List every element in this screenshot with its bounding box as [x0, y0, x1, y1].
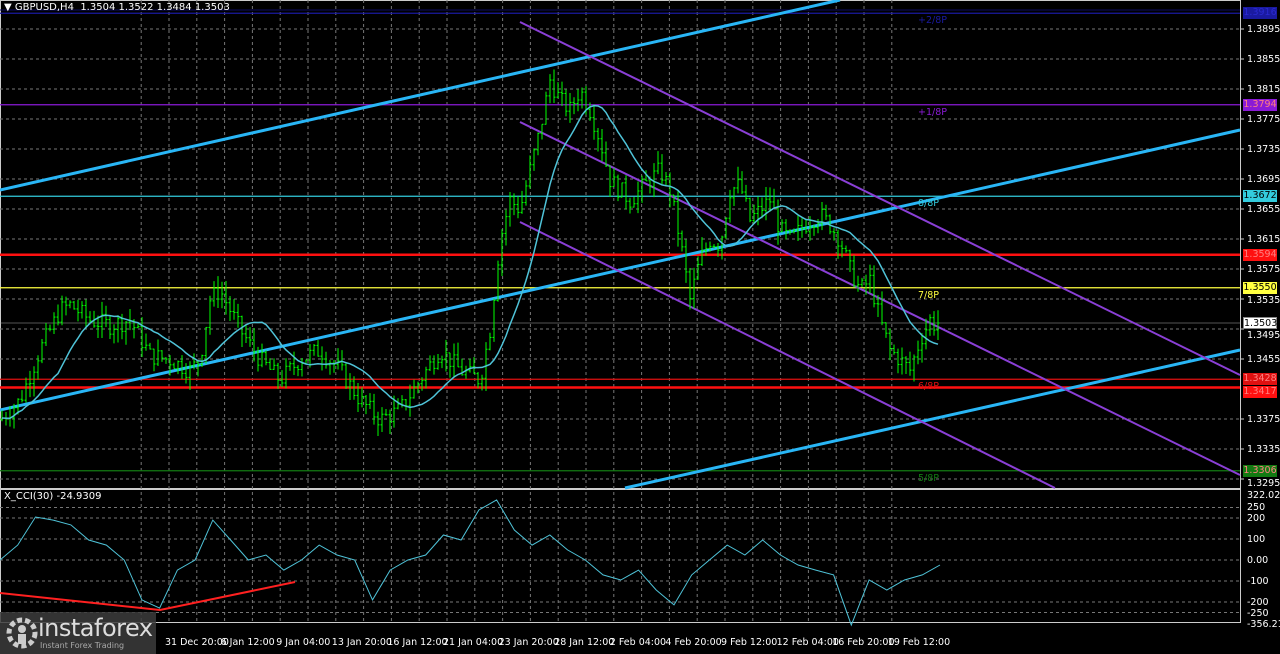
- level-price-tag: 1.3417: [1243, 386, 1277, 399]
- trend-channel-line: [0, 0, 841, 192]
- regression-channel-line: [519, 121, 1241, 476]
- time-axis-label: 9 Feb 12:00: [721, 637, 778, 648]
- ohlc-values: 1.3504 1.3522 1.3484 1.3503: [80, 2, 230, 13]
- time-axis-label: 16 Jan 12:00: [387, 637, 448, 648]
- level-price-tag: 1.3794: [1243, 98, 1277, 111]
- time-axis-label: 16 Feb 20:00: [832, 637, 895, 648]
- time-axis-label: 31 Dec 20:00: [165, 637, 229, 648]
- chart-header: ▼ GBPUSD,H4 1.3504 1.3522 1.3484 1.3503: [4, 2, 230, 13]
- level-label: 6/8P: [918, 381, 940, 393]
- regression-channel-line: [519, 21, 1241, 376]
- level-label: 5/8P: [918, 472, 940, 484]
- time-axis-label: 2 Feb 04:00: [609, 637, 667, 648]
- cci-min-label: -356.214: [1247, 618, 1280, 630]
- cci-axis-label: -250: [1247, 607, 1269, 619]
- logo-name: instaforex: [38, 614, 153, 642]
- price-axis-label: 1.3535: [1247, 294, 1280, 306]
- current-price-tag: 1.3503: [1243, 317, 1278, 329]
- price-axis-label: 1.3575: [1247, 263, 1280, 275]
- level-price-tag: 1.3916: [1243, 7, 1277, 20]
- level-label: +1/8P: [918, 106, 947, 118]
- time-axis-label: 19 Feb 12:00: [887, 637, 951, 648]
- level-price-tag: 1.3672: [1243, 190, 1277, 203]
- level-label: 8/8P: [918, 198, 940, 210]
- trend-channel-line: [624, 348, 1241, 490]
- price-axis-label: 1.3735: [1247, 143, 1280, 155]
- price-axis-label: 1.3655: [1247, 203, 1280, 215]
- time-axis-label: 6 Jan 12:00: [220, 637, 275, 648]
- time-axis-label: 28 Jan 12:00: [554, 637, 615, 648]
- price-axis-label: 1.3815: [1247, 83, 1280, 95]
- price-axis-label: 1.3375: [1247, 413, 1280, 425]
- logo-gear-icon: [6, 617, 38, 649]
- price-axis-label: 1.3455: [1247, 353, 1280, 365]
- instaforex-logo: instaforex Instant Forex Trading: [0, 612, 156, 654]
- level-price-tag: 1.3550: [1243, 281, 1277, 294]
- symbol-label: GBPUSD,H4: [14, 2, 74, 13]
- time-axis-label: 4 Feb 20:00: [665, 637, 722, 648]
- price-axis-label: 1.3295: [1247, 477, 1280, 489]
- cci-axis-label: 100: [1247, 533, 1266, 545]
- level-price-tag: 1.3428: [1243, 373, 1277, 386]
- cci-axis-label: 250: [1247, 502, 1266, 513]
- moving-average-line: [1, 104, 939, 420]
- level-label: +2/8P: [918, 15, 947, 27]
- main-panel-frame: [0, 0, 1241, 489]
- level-label: 7/8P: [918, 289, 940, 301]
- level-price-tag: 1.3306: [1243, 464, 1277, 477]
- price-axis-label: 1.3855: [1247, 53, 1280, 65]
- cci-line: [0, 499, 941, 627]
- cci-axis-label: 200: [1247, 513, 1266, 524]
- price-axis-label: 1.3495: [1247, 330, 1280, 341]
- cci-max-label: 322.0224: [1247, 490, 1280, 501]
- logo-tagline: Instant Forex Trading: [40, 641, 125, 650]
- cci-divergence-line: [0, 581, 296, 612]
- price-axis-label: 1.3695: [1247, 173, 1280, 185]
- time-axis-label: 21 Jan 04:00: [443, 637, 504, 648]
- regression-channel-line: [519, 221, 1056, 489]
- cci-axis-label: 0.00: [1247, 554, 1269, 566]
- cci-axis-label: -100: [1247, 575, 1269, 587]
- level-price-tag: 1.3594: [1243, 248, 1277, 261]
- cci-indicator-title: X_CCI(30) -24.9309: [4, 491, 102, 502]
- time-axis-label: 9 Jan 04:00: [276, 637, 331, 648]
- price-axis-label: 1.3615: [1247, 233, 1280, 245]
- price-axis-label: 1.3775: [1247, 113, 1280, 125]
- cci-panel-frame: [0, 489, 1241, 623]
- time-axis-label: 13 Jan 20:00: [331, 637, 392, 648]
- time-axis-label: 23 Jan 20:00: [498, 637, 559, 648]
- time-axis-label: 12 Feb 04:00: [776, 637, 839, 648]
- price-axis-label: 1.3335: [1247, 443, 1280, 455]
- trend-channel-line: [0, 128, 1241, 412]
- price-axis-label: 1.3895: [1247, 23, 1280, 35]
- cci-axis-label: -200: [1247, 596, 1269, 608]
